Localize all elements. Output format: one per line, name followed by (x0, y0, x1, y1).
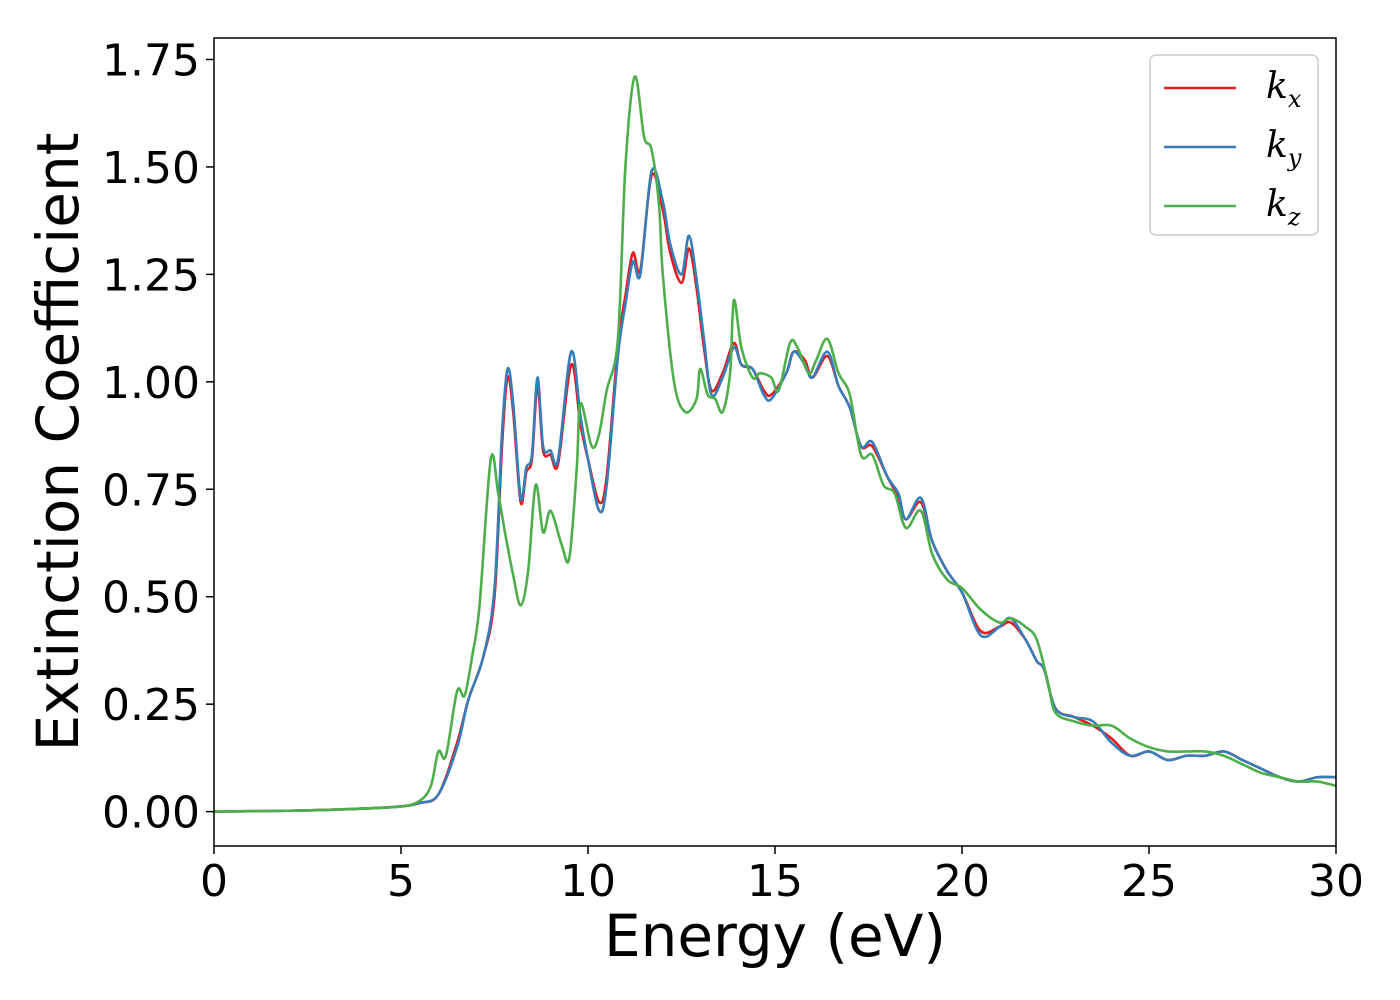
x-axis-label: Energy (eV) (604, 902, 946, 970)
y-tick-label: 1.25 (102, 250, 200, 301)
x-tick-label: 20 (934, 856, 990, 907)
y-tick-label: 0.00 (102, 788, 200, 839)
y-axis-label: Extinction Coefficient (24, 133, 92, 752)
x-tick-label: 10 (560, 856, 616, 907)
series-line-ky (214, 167, 1336, 813)
y-tick-label: 0.25 (102, 680, 200, 731)
y-tick-label: 0.50 (102, 573, 200, 624)
y-axis: 0.00 0.25 0.50 0.75 1.00 1.25 1.50 1.75 (102, 35, 214, 839)
y-tick-label: 1.75 (102, 35, 200, 86)
legend-frame (1149, 54, 1319, 236)
series-line-kz (214, 75, 1336, 813)
x-axis: 0 5 10 15 20 25 30 (200, 846, 1364, 907)
y-tick-label: 1.00 (102, 358, 200, 409)
x-tick-label: 0 (200, 856, 228, 907)
x-tick-label: 30 (1308, 856, 1364, 907)
y-tick-label: 1.50 (102, 143, 200, 194)
y-tick-label: 0.75 (102, 465, 200, 516)
x-tick-label: 25 (1121, 856, 1177, 907)
x-tick-label: 5 (387, 856, 415, 907)
x-tick-label: 15 (747, 856, 803, 907)
series-layer (214, 75, 1336, 813)
